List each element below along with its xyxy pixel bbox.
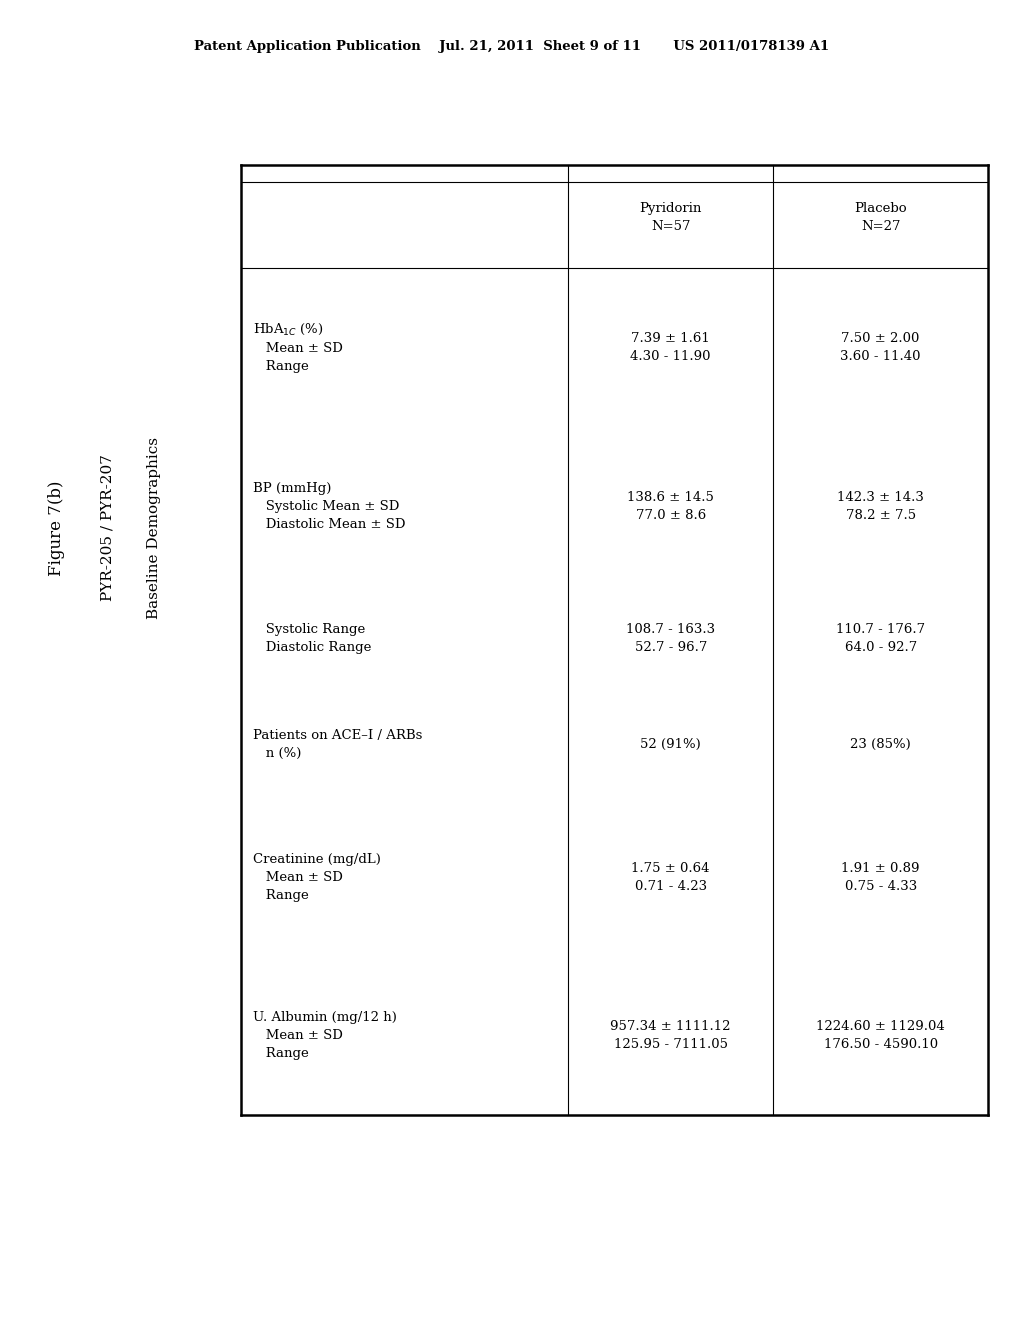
Text: 1224.60 ± 1129.04
176.50 - 4590.10: 1224.60 ± 1129.04 176.50 - 4590.10	[816, 1020, 945, 1052]
Text: 1.91 ± 0.89
0.75 - 4.33: 1.91 ± 0.89 0.75 - 4.33	[842, 862, 920, 892]
Text: 7.50 ± 2.00
3.60 - 11.40: 7.50 ± 2.00 3.60 - 11.40	[841, 331, 921, 363]
Text: BP (mmHg)
   Systolic Mean ± SD
   Diastolic Mean ± SD: BP (mmHg) Systolic Mean ± SD Diastolic M…	[253, 482, 406, 531]
Text: Pyridorin
N=57: Pyridorin N=57	[640, 202, 701, 232]
Text: 7.39 ± 1.61
4.30 - 11.90: 7.39 ± 1.61 4.30 - 11.90	[631, 331, 711, 363]
Text: U. Albumin (mg/12 h)
   Mean ± SD
   Range: U. Albumin (mg/12 h) Mean ± SD Range	[253, 1011, 397, 1060]
Text: Baseline Demographics: Baseline Demographics	[146, 437, 161, 619]
Text: 52 (91%): 52 (91%)	[640, 738, 701, 751]
Text: 110.7 - 176.7
64.0 - 92.7: 110.7 - 176.7 64.0 - 92.7	[836, 623, 926, 655]
Text: Creatinine (mg/dL)
   Mean ± SD
   Range: Creatinine (mg/dL) Mean ± SD Range	[253, 853, 381, 902]
Text: Patent Application Publication    Jul. 21, 2011  Sheet 9 of 11       US 2011/017: Patent Application Publication Jul. 21, …	[195, 40, 829, 53]
Text: Systolic Range
   Diastolic Range: Systolic Range Diastolic Range	[253, 623, 372, 655]
Text: PYR-205 / PYR-207: PYR-205 / PYR-207	[100, 454, 115, 602]
Text: 138.6 ± 14.5
77.0 ± 8.6: 138.6 ± 14.5 77.0 ± 8.6	[628, 491, 714, 521]
Text: Figure 7(b): Figure 7(b)	[48, 480, 65, 576]
Text: 142.3 ± 14.3
78.2 ± 7.5: 142.3 ± 14.3 78.2 ± 7.5	[838, 491, 924, 521]
Text: 1.75 ± 0.64
0.71 - 4.23: 1.75 ± 0.64 0.71 - 4.23	[632, 862, 710, 892]
Text: Placebo
N=27: Placebo N=27	[854, 202, 907, 232]
Text: 957.34 ± 1111.12
125.95 - 7111.05: 957.34 ± 1111.12 125.95 - 7111.05	[610, 1020, 731, 1052]
Text: Patients on ACE–I / ARBs
   n (%): Patients on ACE–I / ARBs n (%)	[253, 729, 422, 760]
Text: HbA$_{1C}$ (%)
   Mean ± SD
   Range: HbA$_{1C}$ (%) Mean ± SD Range	[253, 322, 343, 374]
Text: 23 (85%): 23 (85%)	[850, 738, 911, 751]
Text: 108.7 - 163.3
52.7 - 96.7: 108.7 - 163.3 52.7 - 96.7	[626, 623, 716, 655]
